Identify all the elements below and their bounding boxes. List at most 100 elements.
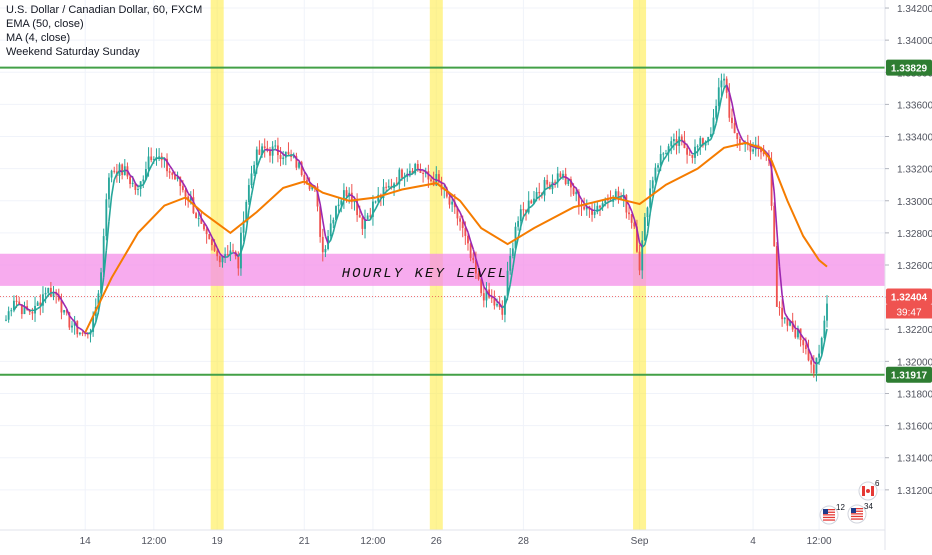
weekend-indicator-label[interactable]: Weekend Saturday Sunday bbox=[6, 45, 202, 59]
candle-body bbox=[325, 249, 327, 252]
candle-body bbox=[430, 179, 432, 181]
candle-body bbox=[303, 175, 305, 180]
flag-canton bbox=[823, 509, 828, 514]
event-count: 12 bbox=[836, 503, 845, 512]
price-tick-label: 1.33600 bbox=[897, 100, 932, 111]
candle-body bbox=[169, 171, 171, 173]
candle-body bbox=[219, 256, 221, 262]
candle-body bbox=[8, 311, 10, 320]
ma-indicator-label[interactable]: MA (4, close) bbox=[6, 31, 202, 45]
time-tick-label: 28 bbox=[518, 536, 530, 547]
ma-line-segment bbox=[531, 204, 534, 207]
candle-body bbox=[417, 164, 419, 169]
candle-body bbox=[338, 205, 340, 206]
candle-body bbox=[816, 358, 818, 374]
candle-body bbox=[699, 138, 701, 146]
candle-body bbox=[496, 304, 498, 306]
candle-body bbox=[346, 190, 348, 196]
indicator-lines bbox=[14, 85, 827, 364]
candle-body bbox=[182, 186, 184, 190]
candle-body bbox=[248, 185, 250, 202]
ma-line-segment bbox=[436, 180, 439, 181]
ma-line-segment bbox=[230, 253, 233, 254]
price-tick-label: 1.32600 bbox=[897, 261, 932, 272]
price-tick-label: 1.31400 bbox=[897, 454, 932, 465]
ma-line-segment bbox=[618, 196, 621, 197]
candle-body bbox=[520, 209, 522, 221]
price-axis[interactable]: 1.342001.340001.338001.336001.334001.332… bbox=[885, 0, 932, 550]
flag-stripe bbox=[851, 513, 863, 514]
candle-body bbox=[361, 218, 363, 229]
candle-body bbox=[565, 174, 567, 184]
symbol-title[interactable]: U.S. Dollar / Canadian Dollar, 60, FXCM bbox=[6, 3, 202, 17]
candle-body bbox=[647, 208, 649, 218]
candles bbox=[5, 74, 828, 382]
flag-stripe bbox=[851, 518, 863, 519]
time-tick-label: 12:00 bbox=[141, 536, 166, 547]
candle-body bbox=[644, 217, 646, 240]
ma-line-segment bbox=[275, 149, 278, 150]
candle-body bbox=[137, 189, 139, 190]
candle-body bbox=[673, 139, 675, 141]
candle-body bbox=[575, 192, 577, 194]
candle-body bbox=[639, 252, 641, 271]
candle-body bbox=[752, 149, 754, 151]
candle-body bbox=[158, 156, 160, 157]
ma-line-segment bbox=[376, 204, 379, 209]
candle-body bbox=[731, 118, 733, 123]
candle-body bbox=[113, 171, 115, 172]
ma-line-segment bbox=[418, 169, 421, 170]
ma-line-segment bbox=[80, 328, 83, 330]
price-tick-label: 1.32800 bbox=[897, 229, 932, 240]
candle-body bbox=[224, 254, 226, 256]
candle-body bbox=[723, 79, 725, 81]
candle-body bbox=[517, 221, 519, 227]
candle-body bbox=[171, 173, 173, 175]
ma-line-segment bbox=[138, 186, 141, 187]
flag-band bbox=[871, 486, 874, 496]
candle-body bbox=[781, 308, 783, 319]
candle-body bbox=[208, 234, 210, 239]
candle-body bbox=[594, 212, 596, 215]
candle-body bbox=[206, 229, 208, 234]
candle-body bbox=[111, 171, 113, 178]
maple-leaf bbox=[866, 489, 870, 493]
candle-body bbox=[546, 180, 548, 185]
ema-indicator-label[interactable]: EMA (50, close) bbox=[6, 17, 202, 31]
hourly-key-level-label: HOURLY KEY LEVEL bbox=[342, 266, 508, 282]
candle-body bbox=[359, 215, 361, 217]
candle-body bbox=[272, 147, 274, 156]
ma-line-segment bbox=[587, 207, 590, 208]
candle-body bbox=[253, 165, 255, 174]
candle-body bbox=[251, 174, 253, 186]
candle-body bbox=[628, 212, 630, 214]
time-tick-label: Sep bbox=[631, 536, 649, 547]
candle-body bbox=[544, 180, 546, 195]
candle-body bbox=[332, 220, 334, 224]
time-tick-label: 12:00 bbox=[807, 536, 832, 547]
candle-body bbox=[697, 146, 699, 147]
candle-body bbox=[554, 182, 556, 183]
candle-body bbox=[82, 333, 84, 334]
flag-canton bbox=[851, 508, 856, 513]
candle-body bbox=[530, 201, 532, 204]
time-tick-label: 14 bbox=[80, 536, 92, 547]
candle-body bbox=[79, 333, 81, 334]
candle-body bbox=[47, 288, 49, 293]
candle-body bbox=[818, 354, 820, 358]
lower-level-badge: 1.31917 bbox=[891, 371, 928, 382]
candle-body bbox=[573, 187, 575, 194]
candle-body bbox=[691, 155, 693, 158]
candle-body bbox=[401, 170, 403, 178]
candle-body bbox=[148, 157, 150, 170]
candle-body bbox=[330, 223, 332, 236]
ma-line-segment bbox=[489, 295, 492, 296]
candle-body bbox=[385, 187, 387, 188]
candle-body bbox=[237, 256, 239, 268]
candle-body bbox=[105, 199, 107, 236]
candle-body bbox=[483, 293, 485, 300]
